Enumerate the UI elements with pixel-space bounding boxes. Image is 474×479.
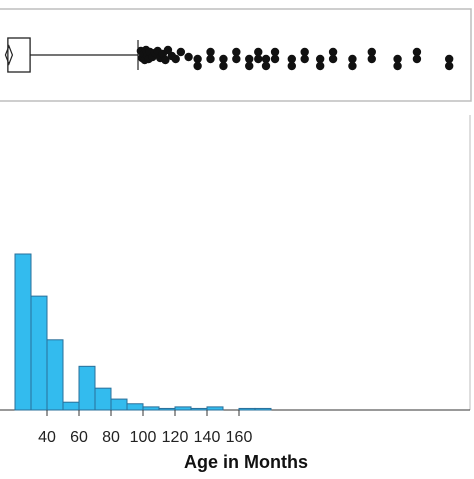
box-iqr bbox=[7, 37, 31, 73]
boxplot-outlier-point bbox=[206, 47, 215, 57]
boxplot-outlier-point bbox=[161, 55, 170, 65]
boxplot-outlier-point bbox=[232, 54, 241, 64]
x-tick-label: 140 bbox=[194, 429, 221, 446]
boxplot-outlier-point bbox=[261, 61, 271, 71]
histogram-bar bbox=[142, 406, 160, 411]
boxplot-outlier-point bbox=[245, 61, 254, 71]
boxplot-outlier-point bbox=[184, 52, 193, 62]
boxplot-outlier-point bbox=[206, 54, 215, 64]
boxplot-outlier-point bbox=[171, 54, 180, 64]
boxplot-outlier-point bbox=[328, 47, 338, 57]
histogram-bar bbox=[254, 407, 272, 411]
boxplot-outlier-point bbox=[245, 54, 254, 64]
histogram-bar bbox=[158, 407, 176, 411]
histogram-bar bbox=[238, 407, 256, 411]
boxplot-outlier-point bbox=[232, 47, 241, 57]
x-axis: 40 60 80 100 120 140 160 bbox=[38, 410, 252, 446]
histogram-bar bbox=[110, 398, 128, 411]
boxplot-outlier-point bbox=[300, 47, 309, 57]
histogram-bar bbox=[190, 407, 208, 411]
boxplot-outlier-point bbox=[219, 61, 228, 71]
boxplot-outlier-point bbox=[315, 61, 325, 71]
boxplot-outlier-point bbox=[348, 54, 357, 64]
boxplot-outlier-point bbox=[176, 47, 186, 57]
histogram-bar bbox=[94, 387, 112, 411]
histogram bbox=[14, 253, 272, 411]
boxplot-outlier-point bbox=[270, 47, 280, 57]
boxplot-outlier-point bbox=[270, 54, 280, 64]
histogram-bar bbox=[14, 253, 32, 411]
boxplot-outlier-point bbox=[163, 45, 173, 55]
histogram-bar bbox=[174, 406, 192, 411]
histogram-bar bbox=[126, 403, 144, 411]
boxplot-outlier-point bbox=[444, 54, 454, 64]
x-tick-label: 100 bbox=[130, 429, 157, 446]
boxplot-outlier-point bbox=[287, 54, 296, 64]
boxplot-outlier-point bbox=[193, 61, 202, 71]
boxplot-outlier-point bbox=[412, 54, 422, 64]
histogram-bar bbox=[62, 401, 80, 411]
x-tick-label: 120 bbox=[162, 429, 189, 446]
x-tick-label: 60 bbox=[70, 429, 88, 446]
boxplot-outlier-point bbox=[412, 47, 422, 57]
boxplot-outlier-point bbox=[367, 47, 376, 57]
histogram-bar bbox=[206, 406, 224, 411]
x-tick-label: 160 bbox=[226, 429, 253, 446]
boxplot-outlier-point bbox=[348, 61, 357, 71]
boxplot-outlier-point bbox=[393, 54, 402, 64]
boxplot-outlier-point bbox=[254, 54, 263, 64]
x-tick-label: 80 bbox=[102, 429, 120, 446]
boxplot-outlier-point bbox=[254, 47, 263, 57]
histogram-bar bbox=[46, 339, 64, 411]
x-axis-label: Age in Months bbox=[184, 452, 308, 472]
boxplot-outlier-point bbox=[393, 61, 402, 71]
boxplot-outlier-point bbox=[193, 54, 202, 64]
box-mean-diamond bbox=[4, 44, 14, 66]
histogram-bar bbox=[78, 365, 96, 411]
boxplot-outlier-point bbox=[300, 54, 309, 64]
boxplot-outlier-point bbox=[315, 54, 325, 64]
boxplot-outlier-point bbox=[287, 61, 296, 71]
boxplot-outlier-point bbox=[367, 54, 376, 64]
boxplot-outlier-point bbox=[219, 54, 228, 64]
boxplot bbox=[4, 37, 454, 73]
histogram-bar bbox=[30, 295, 48, 411]
boxplot-outlier-point bbox=[261, 54, 271, 64]
boxplot-outlier-point bbox=[328, 54, 338, 64]
boxplot-outlier-point bbox=[444, 61, 454, 71]
x-tick-label: 40 bbox=[38, 429, 56, 446]
